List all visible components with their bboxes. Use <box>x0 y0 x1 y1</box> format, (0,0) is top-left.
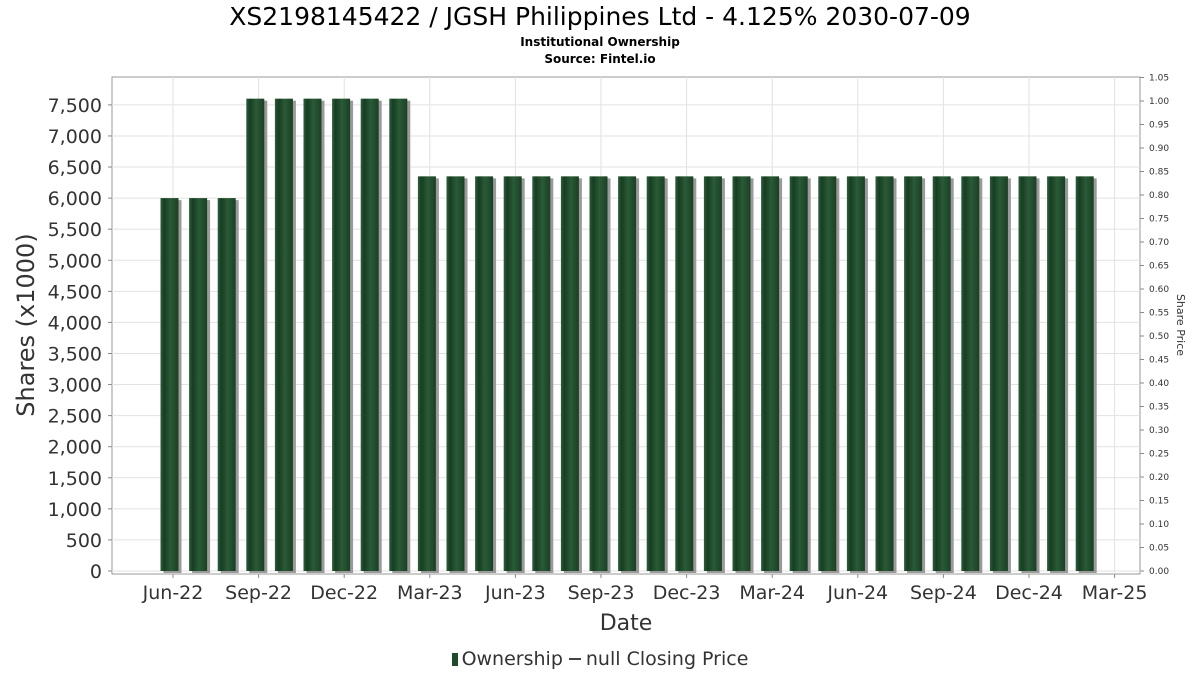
y-tick-label: 500 <box>66 530 102 552</box>
y-tick-label: 5,500 <box>48 219 102 241</box>
x-tick-label: Jun-22 <box>142 582 204 604</box>
y2-tick-label: 1.00 <box>1149 97 1169 107</box>
legend-ownership-swatch <box>451 653 458 666</box>
ownership-bar <box>389 98 408 571</box>
ownership-bar <box>274 98 293 571</box>
x-tick-label: Dec-22 <box>310 582 378 604</box>
ownership-bar <box>732 176 751 571</box>
x-tick-label: Sep-22 <box>225 582 292 604</box>
chart-subtitle: Institutional Ownership <box>520 35 680 49</box>
ownership-bar <box>217 198 236 571</box>
y2-tick-label: 0.80 <box>1149 191 1169 201</box>
ownership-bar <box>1018 176 1037 571</box>
x-tick-label: Mar-24 <box>739 582 805 604</box>
x-tick-label: Mar-23 <box>397 582 463 604</box>
ownership-bar <box>503 176 522 571</box>
legend-ownership-label: Ownership <box>461 648 563 670</box>
ownership-bar <box>618 176 637 571</box>
y2-axis-label: Share Price <box>1174 294 1187 356</box>
y2-tick-label: 0.00 <box>1149 567 1169 577</box>
y2-tick-label: 0.65 <box>1149 262 1169 272</box>
y-tick-label: 2,000 <box>48 437 102 459</box>
y-tick-label: 4,500 <box>48 281 102 303</box>
y2-tick-label: 0.15 <box>1149 497 1169 507</box>
y-tick-label: 3,500 <box>48 343 102 365</box>
x-tick-label: Jun-23 <box>484 582 546 604</box>
ownership-bar <box>360 98 379 571</box>
y2-tick-label: 0.10 <box>1149 520 1169 530</box>
x-tick-label: Jun-24 <box>826 582 888 604</box>
legend-price-label: null Closing Price <box>585 648 749 670</box>
chart-title: XS2198145422 / JGSH Philippines Ltd - 4.… <box>229 2 971 31</box>
ownership-bar <box>989 176 1008 571</box>
ownership-bar <box>560 176 579 571</box>
y-tick-label: 0 <box>90 561 102 583</box>
x-tick-label: Mar-25 <box>1082 582 1148 604</box>
y-tick-label: 6,000 <box>48 188 102 210</box>
ownership-bar <box>303 98 322 571</box>
legend-price-line <box>568 658 581 660</box>
y-tick-label: 5,000 <box>48 250 102 272</box>
y-tick-label: 6,500 <box>48 157 102 179</box>
y2-tick-label: 0.20 <box>1149 473 1169 483</box>
y2-tick-label: 0.40 <box>1149 379 1169 389</box>
y2-tick-label: 0.25 <box>1149 450 1169 460</box>
ownership-bar <box>332 98 351 571</box>
ownership-bar <box>532 176 551 571</box>
y2-tick-label: 0.75 <box>1149 215 1169 225</box>
legend: Ownership null Closing Price <box>0 648 1200 670</box>
y2-tick-label: 0.55 <box>1149 309 1169 319</box>
y2-tick-label: 1.05 <box>1149 74 1169 84</box>
y-tick-label: 1,000 <box>48 499 102 521</box>
y2-tick-label: 0.85 <box>1149 168 1169 178</box>
y2-tick-label: 0.05 <box>1149 544 1169 554</box>
y-tick-label: 7,000 <box>48 126 102 148</box>
y2-tick-label: 0.60 <box>1149 285 1169 295</box>
chart-source: Source: Fintel.io <box>544 52 656 66</box>
x-tick-label: Sep-23 <box>568 582 635 604</box>
x-tick-label: Dec-24 <box>995 582 1063 604</box>
y2-tick-label: 0.30 <box>1149 426 1169 436</box>
x-tick-label: Sep-24 <box>910 582 977 604</box>
y2-tick-label: 0.35 <box>1149 403 1169 413</box>
ownership-bar <box>446 176 465 571</box>
x-axis-label: Date <box>600 611 653 636</box>
ownership-bar <box>475 176 494 571</box>
ownership-bar <box>818 176 837 571</box>
ownership-bar <box>875 176 894 571</box>
ownership-bar <box>189 198 208 571</box>
ownership-bar <box>417 176 436 571</box>
y-tick-label: 1,500 <box>48 468 102 490</box>
ownership-bar <box>675 176 694 571</box>
ownership-bar <box>904 176 923 571</box>
y2-tick-label: 0.90 <box>1149 144 1169 154</box>
y-axis-label: Shares (x1000) <box>12 233 40 416</box>
ownership-bar <box>1075 176 1094 571</box>
ownership-bar <box>160 198 179 571</box>
ownership-bar <box>703 176 722 571</box>
ownership-bar <box>646 176 665 571</box>
y2-tick-label: 0.95 <box>1149 121 1169 131</box>
y-tick-label: 2,500 <box>48 406 102 428</box>
y-tick-label: 3,000 <box>48 375 102 397</box>
ownership-bar <box>1047 176 1066 571</box>
x-tick-label: Dec-23 <box>653 582 721 604</box>
ownership-bar <box>846 176 865 571</box>
y2-tick-label: 0.70 <box>1149 238 1169 248</box>
y-tick-label: 7,500 <box>48 95 102 117</box>
y2-tick-label: 0.50 <box>1149 332 1169 342</box>
ownership-bar <box>761 176 780 571</box>
ownership-bar <box>932 176 951 571</box>
ownership-bar <box>589 176 608 571</box>
ownership-bar <box>789 176 808 571</box>
y-tick-label: 4,000 <box>48 312 102 334</box>
ownership-bar <box>246 98 265 571</box>
y2-tick-label: 0.45 <box>1149 356 1169 366</box>
ownership-bar <box>961 176 980 571</box>
